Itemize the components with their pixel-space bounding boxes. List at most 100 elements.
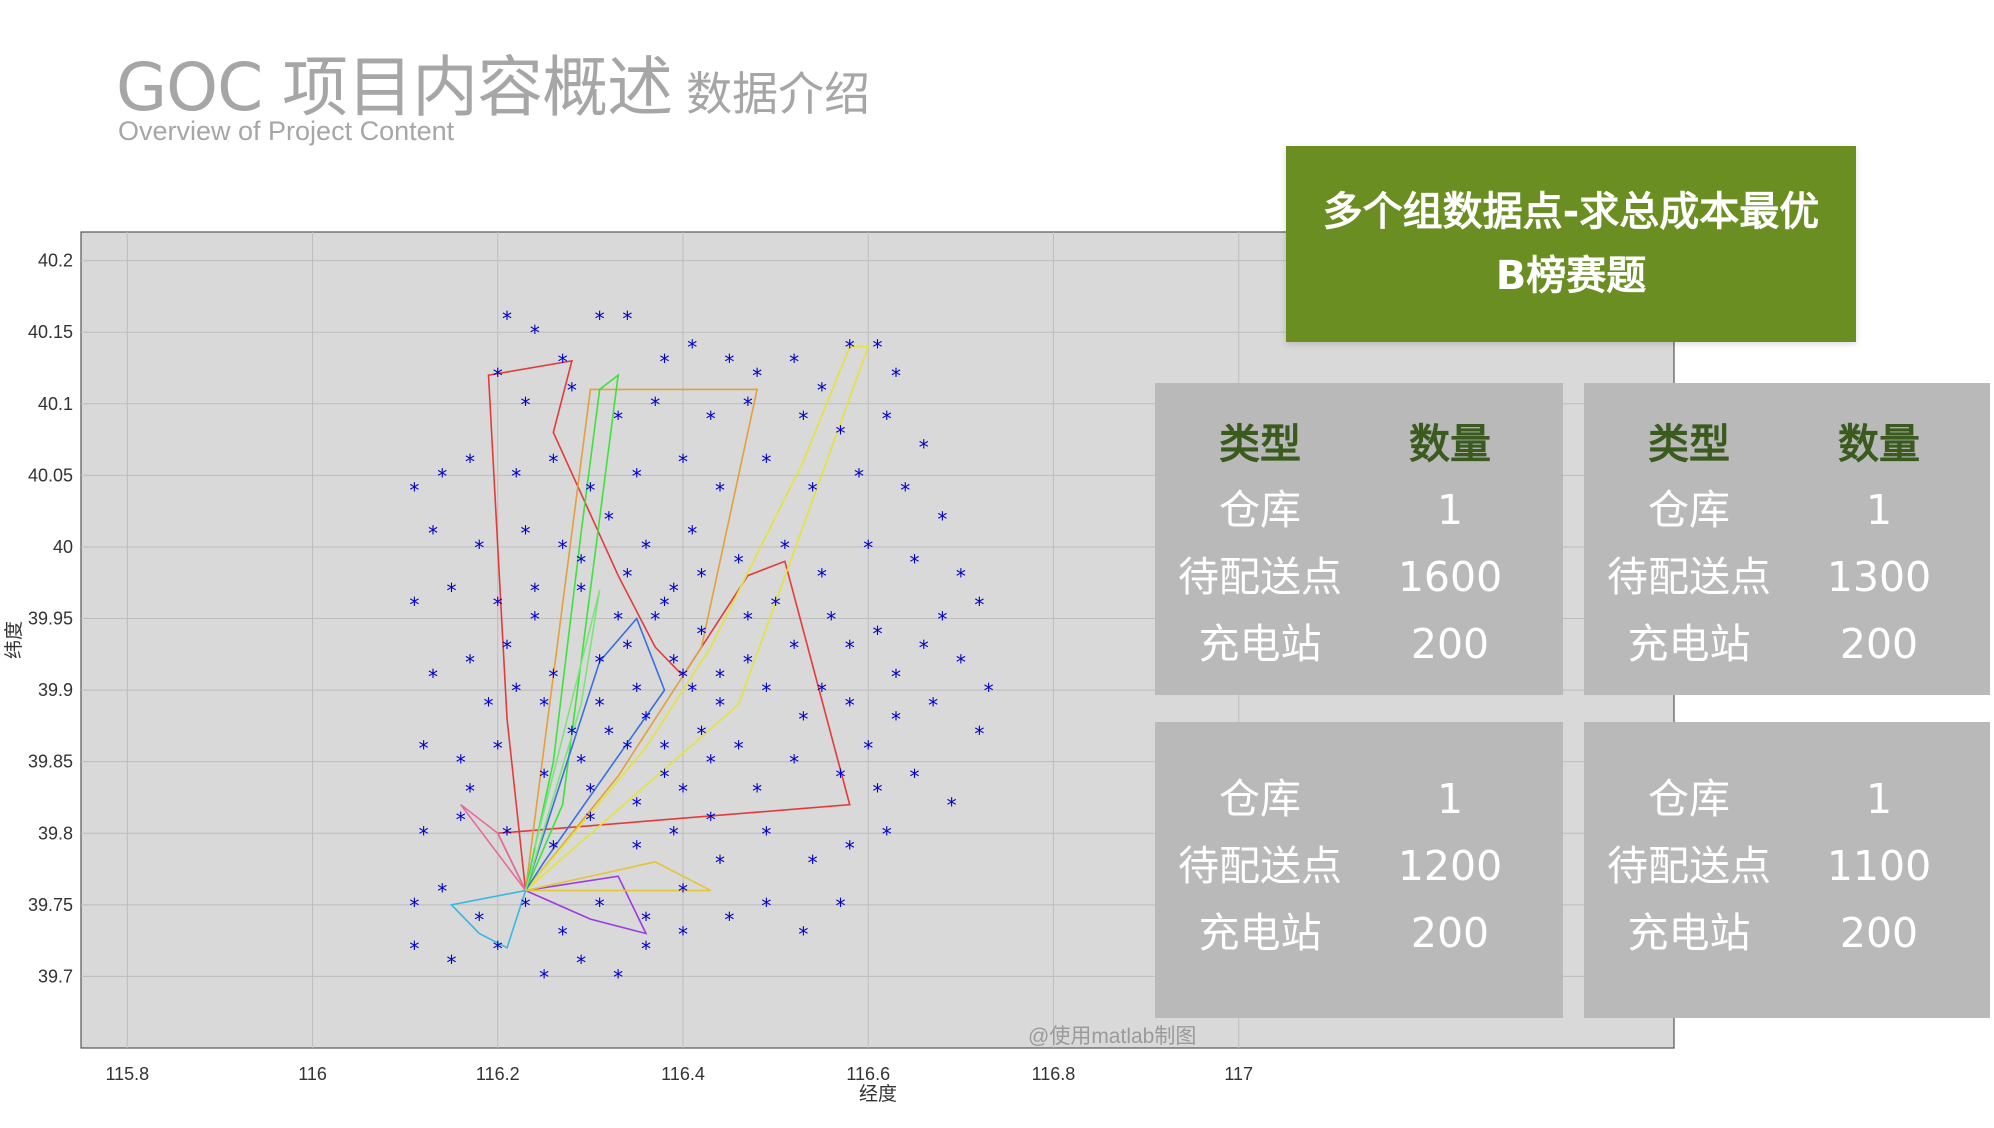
data-point-0-41: * bbox=[521, 522, 531, 546]
data-point-0-145: * bbox=[595, 650, 605, 674]
data-point-0-94: * bbox=[910, 765, 920, 789]
data-point-0-24: * bbox=[919, 436, 929, 460]
panel-row-type: 仓库 bbox=[1219, 486, 1301, 534]
data-point-0-136: * bbox=[604, 722, 614, 746]
data-point-0-133: * bbox=[622, 636, 632, 660]
data-point-0-100: * bbox=[585, 808, 595, 832]
data-point-0-55: * bbox=[493, 593, 503, 617]
panel-header-type: 类型 bbox=[1648, 420, 1730, 468]
data-point-0-47: * bbox=[780, 536, 790, 560]
data-point-0-156: * bbox=[845, 636, 855, 660]
data-point-0-68: * bbox=[428, 665, 438, 689]
data-point-0-35: * bbox=[854, 464, 864, 488]
data-points: * * * * * * * * * * * * * * * * * * * * * * * * * * * * * * * * * * * * * * * *… bbox=[409, 307, 993, 990]
data-point-0-70: * bbox=[511, 679, 521, 703]
panel-row-count: 1200 bbox=[1397, 842, 1503, 890]
data-point-0-71: * bbox=[548, 665, 558, 689]
data-point-0-135: * bbox=[659, 736, 669, 760]
data-point-0-59: * bbox=[659, 593, 669, 617]
data-point-0-23: * bbox=[882, 407, 892, 431]
data-point-0-14: * bbox=[493, 364, 503, 388]
data-point-0-21: * bbox=[798, 407, 808, 431]
route-line-6 bbox=[525, 875, 648, 935]
data-point-0-138: * bbox=[678, 779, 688, 803]
data-point-0-93: * bbox=[873, 779, 883, 803]
data-point-0-6: * bbox=[687, 336, 697, 360]
data-point-0-129: * bbox=[669, 650, 679, 674]
y-axis-label: 纬度 bbox=[3, 621, 25, 659]
data-point-0-9: * bbox=[789, 350, 799, 374]
data-point-0-83: * bbox=[456, 751, 466, 775]
data-point-0-113: * bbox=[595, 894, 605, 918]
data-point-0-91: * bbox=[789, 751, 799, 775]
data-point-0-50: * bbox=[910, 550, 920, 574]
data-point-0-40: * bbox=[474, 536, 484, 560]
panel-row-count: 1 bbox=[1436, 775, 1464, 823]
data-point-0-8: * bbox=[752, 364, 762, 388]
x-tick-label-1: 116 bbox=[298, 1064, 327, 1084]
data-point-0-139: * bbox=[632, 794, 642, 818]
data-point-0-96: * bbox=[419, 822, 429, 846]
data-point-0-146: * bbox=[669, 579, 679, 603]
data-point-0-85: * bbox=[539, 765, 549, 789]
data-point-0-99: * bbox=[548, 837, 558, 861]
data-point-0-152: * bbox=[502, 636, 512, 660]
dataset-panel-4: 仓库 1 待配送点 1100 充电站 200 bbox=[1584, 722, 1990, 1018]
route-line-7 bbox=[460, 803, 527, 892]
y-tick-label-8: 40.1 bbox=[38, 394, 73, 414]
data-point-0-126: * bbox=[641, 937, 651, 961]
data-point-0-42: * bbox=[558, 536, 568, 560]
panel-row-type: 待配送点 bbox=[1178, 842, 1342, 890]
data-point-0-77: * bbox=[798, 708, 808, 732]
data-point-0-155: * bbox=[817, 679, 827, 703]
data-point-0-29: * bbox=[585, 479, 595, 503]
panel-row-type: 充电站 bbox=[1627, 909, 1751, 957]
data-point-0-101: * bbox=[632, 837, 642, 861]
data-point-0-125: * bbox=[613, 965, 623, 989]
data-point-0-53: * bbox=[409, 593, 419, 617]
y-tick-label-1: 39.75 bbox=[28, 895, 73, 915]
x-tick-label-3: 116.4 bbox=[661, 1064, 705, 1084]
data-point-0-115: * bbox=[678, 880, 688, 904]
data-point-0-148: * bbox=[622, 565, 632, 589]
data-point-0-86: * bbox=[576, 751, 586, 775]
route-lines bbox=[449, 345, 870, 949]
data-point-0-159: * bbox=[937, 608, 947, 632]
data-point-0-127: * bbox=[678, 922, 688, 946]
data-point-0-130: * bbox=[687, 679, 697, 703]
panel-row-count: 1 bbox=[1865, 486, 1893, 534]
data-point-0-132: * bbox=[697, 722, 707, 746]
data-point-0-116: * bbox=[724, 908, 734, 932]
data-point-0-11: * bbox=[845, 336, 855, 360]
data-point-0-15: * bbox=[521, 393, 531, 417]
data-point-0-30: * bbox=[632, 464, 642, 488]
data-point-0-60: * bbox=[697, 622, 707, 646]
data-point-0-4: * bbox=[622, 307, 632, 331]
data-point-0-48: * bbox=[817, 565, 827, 589]
data-point-0-89: * bbox=[706, 751, 716, 775]
route-line-2 bbox=[524, 373, 620, 891]
route-line-9 bbox=[524, 589, 601, 891]
panel-row-count: 1300 bbox=[1826, 553, 1932, 601]
panel-row-type: 充电站 bbox=[1198, 620, 1322, 668]
data-point-0-87: * bbox=[622, 736, 632, 760]
data-point-0-52: * bbox=[974, 593, 984, 617]
panel-header-count: 数量 bbox=[1838, 420, 1920, 468]
y-tick-label-9: 40.15 bbox=[28, 322, 73, 342]
panel-row-type: 仓库 bbox=[1648, 486, 1730, 534]
panel-header-type: 类型 bbox=[1219, 420, 1301, 468]
data-point-0-51: * bbox=[956, 565, 966, 589]
y-tick-label-6: 40 bbox=[53, 537, 73, 557]
data-point-0-109: * bbox=[437, 880, 447, 904]
data-point-0-32: * bbox=[715, 479, 725, 503]
data-point-0-37: * bbox=[937, 507, 947, 531]
data-point-0-143: * bbox=[539, 693, 549, 717]
data-point-0-7: * bbox=[724, 350, 734, 374]
banner-subtitle: B榜赛题 bbox=[1495, 253, 1647, 299]
data-point-0-0: * bbox=[502, 307, 512, 331]
data-point-0-97: * bbox=[456, 808, 466, 832]
data-point-0-64: * bbox=[873, 622, 883, 646]
data-point-0-27: * bbox=[511, 464, 521, 488]
route-line-0 bbox=[487, 359, 851, 891]
data-point-0-151: * bbox=[530, 579, 540, 603]
